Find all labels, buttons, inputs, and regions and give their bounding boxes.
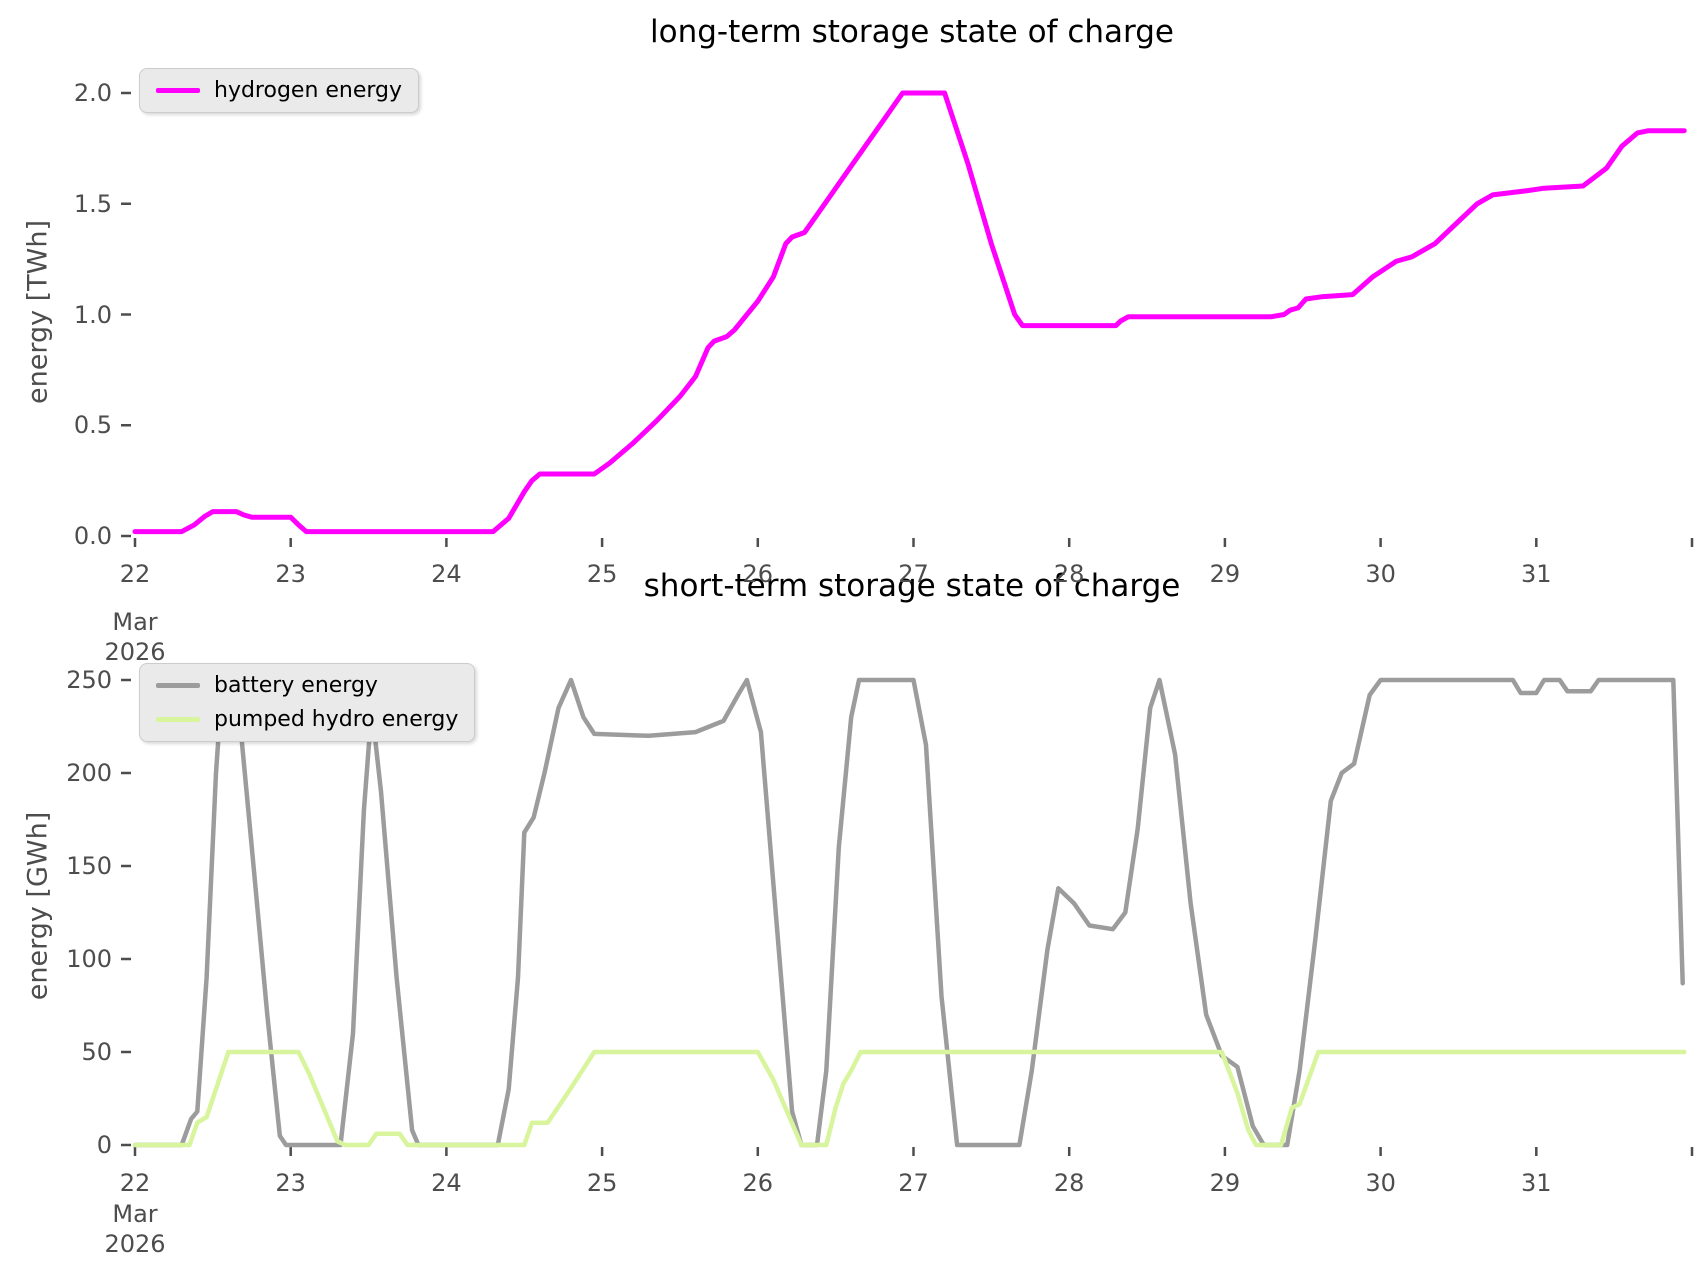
legend-label: hydrogen energy (214, 78, 403, 103)
y-tick-label: 150 (66, 852, 112, 880)
x-tick-label: 23 (275, 560, 306, 588)
x-tick-label: 28 (1053, 560, 1085, 588)
x-tick-label: 25 (586, 1169, 618, 1197)
x-tick-label: 23 (275, 1169, 306, 1197)
top-chart-legend: hydrogen energy (139, 68, 420, 113)
x-axis-year-label: 2026 (104, 1230, 166, 1258)
x-tick-label: 30 (1365, 560, 1396, 588)
x-tick-label: 24 (431, 560, 462, 588)
x-axis-year-label: 2026 (104, 638, 166, 666)
y-tick-label: 100 (66, 945, 112, 973)
y-tick-label: 0.5 (73, 411, 112, 440)
x-tick-label: 29 (1209, 1169, 1241, 1197)
y-tick-label: 1.0 (73, 300, 112, 329)
y-tick-label: 2.0 (73, 79, 112, 107)
top-chart-y-axis-label: energy [TWh] (22, 219, 54, 405)
x-axis-month-label: Mar (112, 1200, 158, 1228)
legend-label: pumped hydro energy (214, 707, 459, 732)
x-tick-label: 31 (1521, 560, 1552, 588)
bottom-chart-y-axis-label: energy [GWh] (22, 811, 54, 1001)
y-tick-label: 200 (66, 759, 112, 787)
hydrogen-energy-line (132, 90, 1687, 535)
y-tick-label: 0.0 (73, 522, 112, 550)
x-tick-label: 22 (119, 560, 151, 588)
x-tick-label: 27 (898, 1169, 929, 1197)
bottom-chart-title: short-term storage state of charge (643, 568, 1181, 604)
y-tick-label: 50 (81, 1038, 112, 1066)
x-axis-month-label: Mar (112, 608, 158, 636)
x-tick-label: 30 (1365, 1169, 1396, 1197)
legend-entry-pumped-hydro: pumped hydro energy (156, 707, 458, 732)
legend-label: battery energy (214, 673, 378, 698)
battery-line-swatch (156, 683, 200, 688)
pumped-hydro-energy-line (132, 1049, 1687, 1148)
top-chart-title: long-term storage state of charge (650, 14, 1174, 50)
y-tick-label: 250 (66, 666, 112, 694)
legend-entry-hydrogen: hydrogen energy (156, 78, 402, 103)
x-tick-label: 26 (742, 1169, 774, 1197)
legend-entry-battery: battery energy (156, 673, 458, 698)
y-tick-label: 1.5 (73, 189, 112, 218)
x-tick-label: 22 (119, 1169, 151, 1197)
battery-energy-line (132, 677, 1685, 1148)
x-tick-label: 29 (1209, 560, 1241, 588)
x-tick-label: 24 (431, 1169, 462, 1197)
bottom-chart-legend: battery energy pumped hydro energy (139, 663, 476, 742)
x-tick-label: 25 (586, 560, 618, 588)
hydrogen-line-swatch (156, 88, 200, 93)
y-tick-label: 0 (96, 1131, 112, 1159)
x-tick-label: 26 (742, 560, 774, 588)
x-tick-label: 28 (1053, 1169, 1085, 1197)
x-tick-label: 31 (1521, 1169, 1552, 1197)
pumped-hydro-line-swatch (156, 717, 200, 722)
x-tick-label: 27 (898, 560, 929, 588)
